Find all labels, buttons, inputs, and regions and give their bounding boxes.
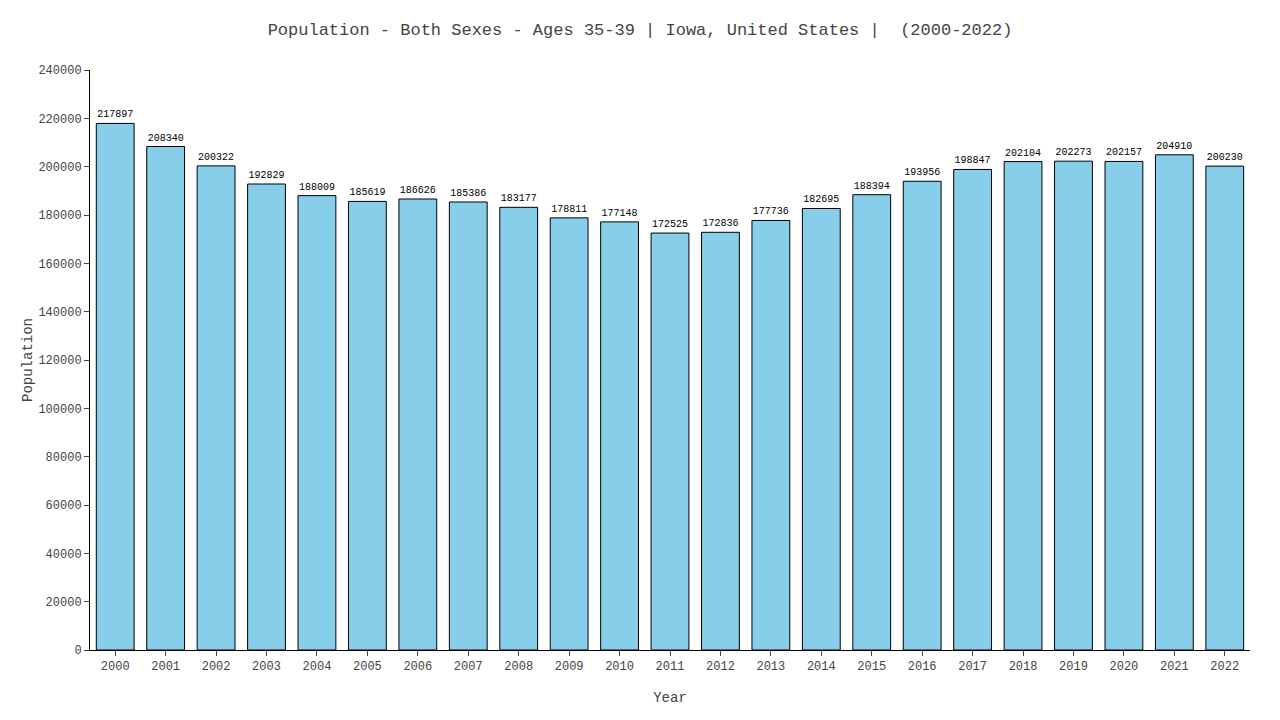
- svg-text:20000: 20000: [46, 596, 82, 610]
- svg-text:172836: 172836: [702, 218, 738, 229]
- svg-text:2007: 2007: [454, 660, 483, 674]
- svg-text:200230: 200230: [1207, 152, 1243, 163]
- svg-text:202157: 202157: [1106, 147, 1142, 158]
- svg-text:178811: 178811: [551, 204, 587, 215]
- svg-text:2017: 2017: [958, 660, 987, 674]
- svg-text:202273: 202273: [1055, 147, 1091, 158]
- svg-text:2001: 2001: [151, 660, 180, 674]
- svg-text:198847: 198847: [955, 155, 991, 166]
- svg-text:Population: Population: [20, 318, 36, 402]
- svg-text:2008: 2008: [504, 660, 533, 674]
- svg-text:200000: 200000: [38, 161, 81, 175]
- svg-text:192829: 192829: [249, 170, 285, 181]
- svg-text:208340: 208340: [148, 133, 184, 144]
- svg-text:2013: 2013: [756, 660, 785, 674]
- svg-text:180000: 180000: [38, 209, 81, 223]
- svg-text:185386: 185386: [450, 188, 486, 199]
- svg-text:100000: 100000: [38, 403, 81, 417]
- svg-text:2003: 2003: [252, 660, 281, 674]
- svg-text:160000: 160000: [38, 258, 81, 272]
- svg-text:188009: 188009: [299, 182, 335, 193]
- svg-text:2018: 2018: [1009, 660, 1038, 674]
- svg-text:2011: 2011: [656, 660, 685, 674]
- svg-text:80000: 80000: [46, 451, 82, 465]
- svg-text:0: 0: [74, 644, 81, 658]
- svg-text:2014: 2014: [807, 660, 836, 674]
- svg-text:60000: 60000: [46, 499, 82, 513]
- svg-text:2000: 2000: [101, 660, 130, 674]
- svg-text:172525: 172525: [652, 219, 688, 230]
- svg-text:185619: 185619: [349, 187, 385, 198]
- svg-text:177736: 177736: [753, 206, 789, 217]
- svg-text:140000: 140000: [38, 306, 81, 320]
- svg-text:186626: 186626: [400, 185, 436, 196]
- svg-text:2016: 2016: [908, 660, 937, 674]
- svg-text:193956: 193956: [904, 167, 940, 178]
- svg-text:2020: 2020: [1110, 660, 1139, 674]
- svg-text:204910: 204910: [1156, 141, 1192, 152]
- svg-text:Population - Both Sexes - Ages: Population - Both Sexes - Ages 35-39 | I…: [268, 21, 1013, 40]
- svg-text:200322: 200322: [198, 152, 234, 163]
- svg-text:2006: 2006: [403, 660, 432, 674]
- svg-text:2012: 2012: [706, 660, 735, 674]
- svg-text:188394: 188394: [854, 181, 890, 192]
- svg-text:2004: 2004: [303, 660, 332, 674]
- svg-text:2010: 2010: [605, 660, 634, 674]
- svg-text:177148: 177148: [602, 208, 638, 219]
- svg-text:183177: 183177: [501, 193, 537, 204]
- svg-text:202104: 202104: [1005, 148, 1041, 159]
- svg-text:2002: 2002: [202, 660, 231, 674]
- svg-text:182695: 182695: [803, 194, 839, 205]
- svg-text:2005: 2005: [353, 660, 382, 674]
- svg-text:2022: 2022: [1210, 660, 1239, 674]
- svg-text:2021: 2021: [1160, 660, 1189, 674]
- svg-text:120000: 120000: [38, 354, 81, 368]
- svg-text:2009: 2009: [555, 660, 584, 674]
- svg-text:Year: Year: [653, 690, 687, 706]
- svg-text:2015: 2015: [857, 660, 886, 674]
- svg-text:217897: 217897: [97, 109, 133, 120]
- svg-text:40000: 40000: [46, 548, 82, 562]
- svg-text:240000: 240000: [38, 64, 81, 78]
- svg-text:220000: 220000: [38, 113, 81, 127]
- svg-text:2019: 2019: [1059, 660, 1088, 674]
